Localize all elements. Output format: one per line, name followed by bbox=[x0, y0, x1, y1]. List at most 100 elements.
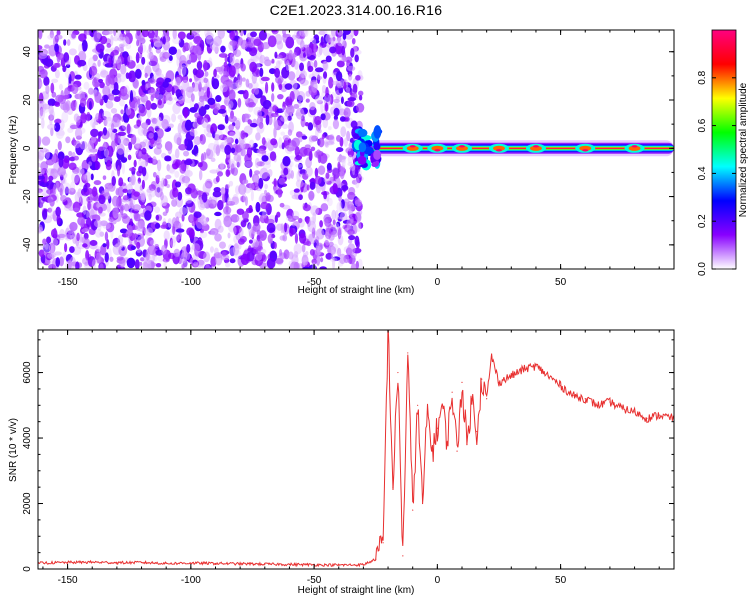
snr-point bbox=[498, 381, 500, 383]
snr-point bbox=[382, 542, 384, 544]
spectrogram-y-axis-label: Frequency (Hz) bbox=[8, 116, 19, 185]
snr-point bbox=[140, 561, 143, 564]
snr-frame bbox=[37, 329, 675, 570]
snr-point bbox=[572, 394, 574, 397]
spectrogram-plot-area bbox=[38, 30, 674, 269]
snr-point bbox=[547, 375, 549, 377]
snr-point bbox=[412, 509, 414, 511]
snr-point bbox=[66, 561, 69, 564]
spectrogram-y-tick-label: 40 bbox=[22, 46, 33, 58]
snr-y-tick-label: 6000 bbox=[22, 361, 33, 384]
snr-x-tick-label: 0 bbox=[435, 575, 441, 586]
band-peak-core bbox=[431, 145, 444, 151]
snr-point bbox=[461, 381, 463, 383]
snr-x-tick-label: -150 bbox=[58, 575, 78, 586]
snr-x-axis-label: Height of straight line (km) bbox=[298, 585, 415, 596]
snr-point bbox=[407, 352, 409, 354]
snr-y-tick-label: 0 bbox=[22, 566, 33, 572]
snr-point bbox=[190, 562, 192, 564]
snr-point bbox=[646, 417, 648, 419]
snr-point bbox=[490, 355, 493, 357]
snr-panel: -150 -100 -50 0 50 0 2000 4000 6000 Height of s… bbox=[8, 329, 675, 596]
snr-point bbox=[584, 398, 586, 400]
band-peak-core bbox=[406, 145, 419, 151]
snr-y-axis-label: SNR (10 * v/v) bbox=[8, 418, 19, 482]
spectrogram-y-tick-label: 20 bbox=[22, 94, 33, 106]
snr-point bbox=[633, 411, 636, 413]
spectrogram-x-tick-label: -150 bbox=[58, 277, 78, 288]
spectrogram-y-axis: -40 -20 0 20 40 bbox=[22, 46, 674, 270]
snr-point bbox=[476, 430, 478, 433]
snr-point bbox=[375, 558, 377, 560]
snr-point bbox=[621, 407, 623, 410]
colorbar-tick-label: 0.6 bbox=[697, 118, 708, 132]
signal-band bbox=[351, 125, 674, 171]
colorbar-tick-label: 0.2 bbox=[697, 214, 708, 228]
noise-speckle bbox=[38, 30, 365, 269]
colorbar: 0.0 0.2 0.4 0.6 0.8 Normalized spectral ampl… bbox=[697, 29, 749, 276]
snr-point bbox=[609, 401, 611, 403]
snr-point bbox=[91, 561, 93, 563]
snr-point bbox=[560, 385, 562, 387]
snr-y-tick-label: 4000 bbox=[22, 426, 33, 449]
snr-point bbox=[523, 368, 525, 370]
snr-point bbox=[116, 562, 118, 564]
snr-x-axis: -150 -100 -50 0 50 bbox=[42, 330, 660, 586]
snr-point bbox=[466, 443, 468, 446]
snr-point bbox=[392, 486, 394, 488]
snr-point bbox=[446, 440, 448, 442]
spectrogram-x-axis: -150 -100 -50 0 50 bbox=[42, 30, 660, 288]
band-peak-core bbox=[492, 145, 505, 151]
spectrogram-x-tick-label: 0 bbox=[435, 277, 441, 288]
snr-x-tick-label: -100 bbox=[181, 575, 201, 586]
snr-plot-area bbox=[38, 330, 674, 568]
band-peak-core bbox=[529, 145, 542, 151]
snr-point bbox=[481, 378, 483, 380]
snr-y-tick-label: 2000 bbox=[22, 492, 33, 515]
snr-point bbox=[338, 564, 340, 566]
snr-point bbox=[535, 365, 537, 367]
spectrogram-x-axis-label: Height of straight line (km) bbox=[298, 285, 415, 296]
band-peak-core bbox=[456, 145, 468, 151]
colorbar-tick-label: 0.0 bbox=[697, 262, 708, 276]
snr-point bbox=[214, 562, 217, 565]
snr-point bbox=[165, 562, 167, 565]
snr-point bbox=[362, 564, 364, 566]
snr-point bbox=[658, 414, 660, 416]
snr-point bbox=[486, 398, 488, 400]
snr-point bbox=[264, 563, 266, 565]
colorbar-label: Normalized spectral amplitude bbox=[738, 82, 749, 217]
spectrogram-x-tick-label: 50 bbox=[555, 277, 567, 288]
snr-point bbox=[431, 450, 434, 452]
snr-point bbox=[451, 391, 453, 393]
snr-x-tick-label: 50 bbox=[555, 575, 567, 586]
colorbar-tick-label: 0.8 bbox=[697, 70, 708, 84]
colorbar-ticks: 0.0 0.2 0.4 0.6 0.8 bbox=[697, 70, 736, 276]
band-peak-core bbox=[628, 145, 641, 151]
snr-point bbox=[510, 375, 512, 377]
snr-x-tick-label: -50 bbox=[307, 575, 322, 586]
colorbar-gradient bbox=[711, 29, 737, 270]
snr-y-axis: 0 2000 4000 6000 bbox=[22, 339, 674, 572]
snr-point bbox=[402, 555, 404, 557]
colorbar-tick-label: 0.4 bbox=[697, 166, 708, 180]
spectrogram-panel: -150 -100 -50 0 50 -40 -20 0 20 40 Height of str… bbox=[8, 29, 675, 296]
snr-point bbox=[436, 427, 438, 429]
spectrogram-y-tick-label: -20 bbox=[22, 189, 33, 204]
snr-point bbox=[596, 404, 599, 406]
figure-title: C2E1.2023.314.00.16.R16 bbox=[269, 2, 443, 18]
spectrogram-y-tick-label: 0 bbox=[22, 145, 33, 151]
snr-point bbox=[417, 404, 419, 406]
snr-point bbox=[239, 563, 241, 565]
snr-point bbox=[288, 563, 291, 566]
spectrogram-x-tick-label: -50 bbox=[307, 277, 322, 288]
snr-point bbox=[421, 502, 424, 505]
snr-series-line bbox=[38, 330, 674, 568]
spectrogram-cells bbox=[38, 30, 674, 269]
snr-point bbox=[441, 404, 443, 406]
snr-point bbox=[471, 398, 473, 400]
snr-point bbox=[456, 450, 458, 452]
band-peak-core bbox=[579, 145, 592, 151]
spectrogram-x-tick-label: -100 bbox=[181, 277, 201, 288]
